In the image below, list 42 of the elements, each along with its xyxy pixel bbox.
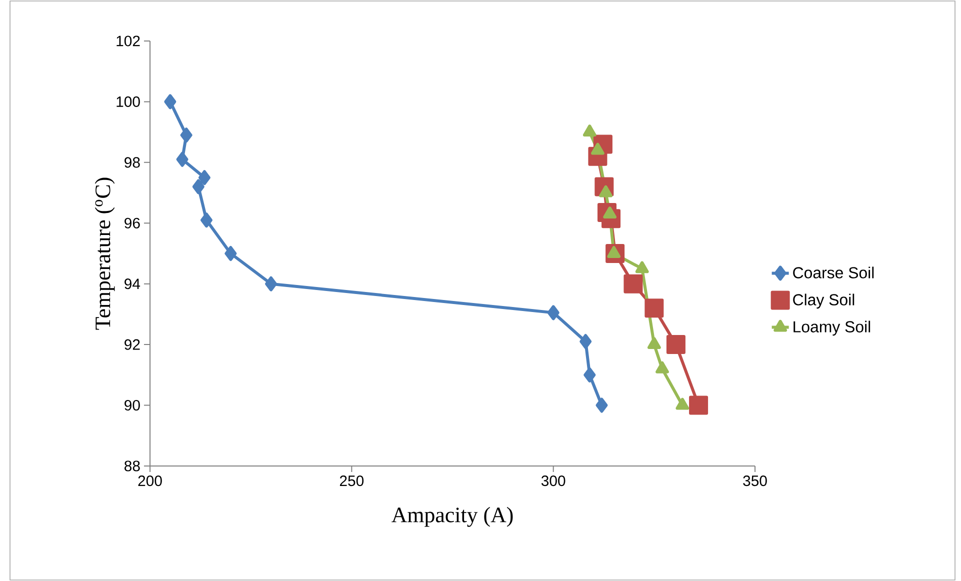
x-tick-label: 200: [138, 476, 162, 486]
y-tick-label: 88: [124, 460, 140, 472]
point: [584, 367, 596, 382]
point: [164, 94, 176, 110]
point: [224, 246, 237, 261]
point: [547, 305, 560, 320]
point: [644, 298, 664, 318]
point: [689, 396, 708, 415]
point: [200, 212, 212, 228]
y-tick-label: 90: [124, 400, 140, 411]
legend-label: Clay Soil: [793, 294, 854, 309]
point: [580, 334, 592, 350]
point: [647, 337, 661, 350]
point: [603, 206, 617, 219]
y-tick-label: 94: [124, 278, 140, 290]
point: [666, 335, 686, 354]
point: [265, 276, 278, 292]
point: [198, 170, 210, 186]
point: [676, 398, 690, 410]
point: [599, 185, 612, 198]
point: [656, 361, 669, 374]
x-tick-label: 250: [340, 476, 364, 486]
point: [192, 179, 204, 194]
point: [582, 124, 596, 137]
y-axis-title: Temperature ($^{o}$C): [94, 178, 115, 330]
y-tick-label: 98: [124, 157, 140, 168]
point: [591, 142, 604, 155]
y-tick-label: 92: [124, 339, 140, 350]
point: [624, 274, 643, 294]
point: [607, 246, 621, 258]
x-tick-label: 350: [743, 476, 767, 486]
y-tick-label: 102: [116, 36, 140, 46]
legend-label: Coarse Soil: [793, 266, 874, 278]
point: [635, 261, 649, 274]
x-axis-title: Ampacity (A): [392, 506, 513, 527]
x-tick-label: 300: [541, 476, 566, 486]
legend-label: Loamy Soil: [794, 320, 870, 336]
y-tick-label: 96: [124, 218, 140, 228]
point: [176, 152, 188, 167]
point: [596, 398, 608, 413]
y-tick-label: 100: [116, 96, 140, 107]
point: [180, 128, 192, 143]
